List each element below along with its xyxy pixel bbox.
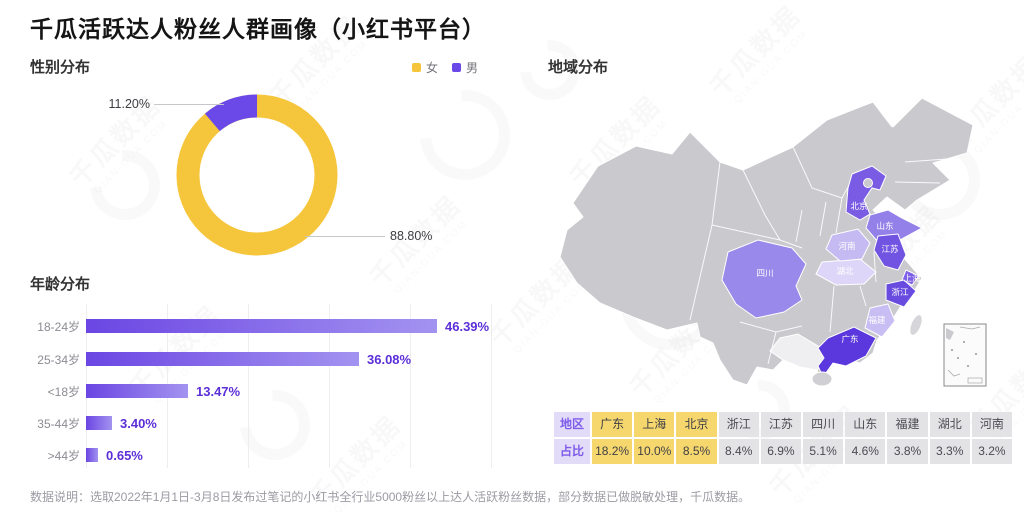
bar xyxy=(86,416,112,430)
bar-value-label: 0.65% xyxy=(106,447,143,463)
province-label: 山东 xyxy=(876,221,893,231)
region-value-cell: 6.9% xyxy=(760,439,801,464)
bar xyxy=(86,352,359,366)
region-name-cell: 北京 xyxy=(676,412,717,437)
region-row-header: 地区 xyxy=(554,412,590,437)
province-zhejiang xyxy=(885,279,917,308)
donut-male-arc xyxy=(176,94,338,256)
callout-line-male xyxy=(154,104,224,105)
region-name-cell: 福建 xyxy=(887,412,928,437)
bar-category-label: 18-24岁 xyxy=(37,319,80,334)
region-name-cell: 山东 xyxy=(845,412,886,437)
province-henan xyxy=(825,228,871,262)
taiwan-island xyxy=(909,314,923,336)
callout-line-female xyxy=(305,236,385,237)
province-label: 北京 xyxy=(850,201,867,211)
age-bar-chart: 18-24岁 46.39% 25-34岁 36.08% <18岁 13.47% … xyxy=(30,296,502,476)
data-note: 数据说明：选取2022年1月1日-3月8日发布过笔记的小红书全行业5000粉丝以… xyxy=(30,490,751,504)
bar-row-over-44: >44岁 0.65% xyxy=(30,447,502,463)
bar-category-label: <18岁 xyxy=(47,384,80,399)
female-pct-callout: 88.80% xyxy=(390,229,433,243)
province-label: 上海 xyxy=(903,273,921,283)
legend-male-label: 男 xyxy=(466,61,479,75)
region-value-cell: 10.0% xyxy=(634,439,675,464)
region-name-cell: 上海 xyxy=(634,412,675,437)
region-name-cell: 湖北 xyxy=(929,412,970,437)
share-row-header: 占比 xyxy=(554,439,590,464)
region-value-cell: 4.6% xyxy=(845,439,886,464)
bar-value-label: 13.47% xyxy=(196,383,241,399)
bar-value-label: 36.08% xyxy=(367,351,412,367)
male-swatch-icon xyxy=(452,63,462,72)
bar-value-label: 3.40% xyxy=(120,415,157,431)
bar xyxy=(86,384,188,398)
bar-row-25-34: 25-34岁 36.08% xyxy=(30,351,502,367)
region-section-title: 地域分布 xyxy=(548,59,609,76)
gender-legend: 女 男 xyxy=(412,59,478,76)
legend-female-label: 女 xyxy=(426,61,439,75)
bar-category-label: 35-44岁 xyxy=(37,416,80,431)
province-shanghai xyxy=(901,269,920,286)
gender-section-title: 性别分布 xyxy=(30,59,91,76)
bar-value-label: 46.39% xyxy=(445,318,490,334)
province-jiangsu xyxy=(873,233,907,271)
province-label: 河南 xyxy=(838,241,855,251)
region-table: 地区 广东 上海 北京 浙江 江苏 四川 山东 福建 湖北 河南占比 18.2% 10.0% 8.5% 8.… xyxy=(554,412,1012,464)
gender-donut-chart xyxy=(172,90,342,260)
region-value-cell: 5.1% xyxy=(803,439,844,464)
china-map: 北京 山东 江苏 上海 浙江 福建 广东 四川 湖北 河南 xyxy=(559,97,987,387)
region-value-cell: 18.2% xyxy=(592,439,633,464)
age-section-title: 年龄分布 xyxy=(30,276,91,293)
region-name-cell: 河南 xyxy=(971,412,1012,437)
region-value-cell: 3.8% xyxy=(887,439,928,464)
bar-row-18-24: 18-24岁 46.39% xyxy=(30,318,502,334)
bar-row-35-44: 35-44岁 3.40% xyxy=(30,415,502,431)
province-label: 福建 xyxy=(868,315,886,325)
province-beijing xyxy=(845,165,887,221)
bar-category-label: 25-34岁 xyxy=(37,352,80,367)
page-title: 千瓜活跃达人粉丝人群画像（小红书平台） xyxy=(30,16,486,42)
region-value-cell: 8.4% xyxy=(718,439,759,464)
province-borders xyxy=(689,101,961,365)
province-label: 广东 xyxy=(841,334,858,344)
beijing-enclave xyxy=(863,178,873,188)
province-guangdong xyxy=(817,326,877,378)
region-name-cell: 浙江 xyxy=(718,412,759,437)
region-value-cell: 3.3% xyxy=(929,439,970,464)
bar xyxy=(86,319,437,333)
province-label: 江苏 xyxy=(881,244,899,254)
bar-row-under-18: <18岁 13.47% xyxy=(30,383,502,399)
province-fujian xyxy=(864,303,896,338)
region-value-cell: 3.2% xyxy=(971,439,1012,464)
province-label: 四川 xyxy=(756,268,773,278)
bar xyxy=(86,448,98,462)
legend-item-male: 男 xyxy=(452,59,478,76)
hainan-island xyxy=(811,371,833,387)
male-pct-callout: 11.20% xyxy=(108,97,150,111)
region-value-cell: 8.5% xyxy=(676,439,717,464)
female-swatch-icon xyxy=(412,63,421,72)
region-name-cell: 江苏 xyxy=(760,412,801,437)
province-guangxi xyxy=(769,333,829,371)
south-china-sea-inset xyxy=(943,323,987,387)
logo-ring-watermark xyxy=(75,135,175,235)
region-name-cell: 四川 xyxy=(803,412,844,437)
region-name-cell: 广东 xyxy=(592,412,633,437)
logo-ring-watermark xyxy=(401,71,529,199)
donut-female-arc xyxy=(176,94,338,256)
province-label: 湖北 xyxy=(836,266,854,276)
province-shandong xyxy=(865,209,924,243)
legend-item-female: 女 xyxy=(412,59,438,76)
bar-category-label: >44岁 xyxy=(47,448,80,463)
province-label: 浙江 xyxy=(891,287,909,297)
province-sichuan xyxy=(721,239,807,319)
